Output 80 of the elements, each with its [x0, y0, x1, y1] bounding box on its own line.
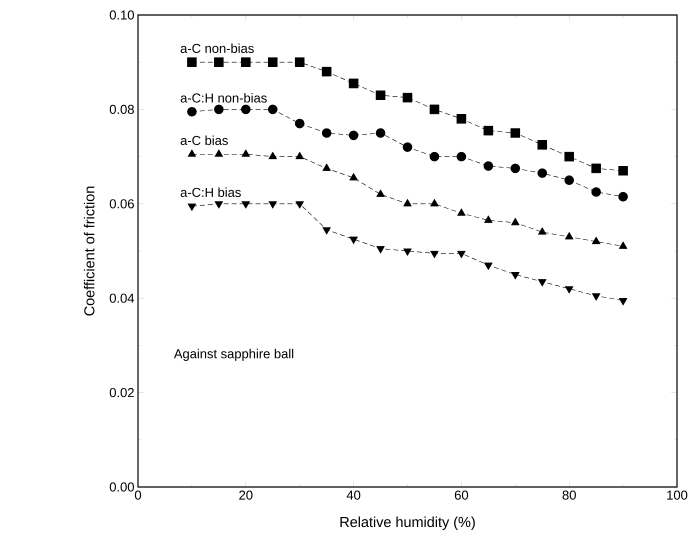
point	[430, 199, 439, 206]
point	[430, 152, 440, 162]
point	[510, 128, 520, 138]
series-label: a-C:H bias	[180, 187, 241, 197]
point	[349, 236, 358, 244]
point	[187, 57, 197, 67]
point	[456, 152, 466, 162]
point	[242, 149, 250, 157]
point	[322, 66, 332, 76]
point	[322, 128, 332, 138]
y-tick-label: 0.06	[110, 199, 134, 208]
x-tick-label: 40	[346, 490, 360, 500]
point	[591, 187, 601, 197]
annotation: Against sapphire ball	[174, 348, 294, 361]
point	[484, 161, 494, 171]
point	[294, 57, 304, 67]
point	[268, 201, 277, 209]
point	[484, 262, 493, 270]
x-tick-label: 100	[667, 490, 688, 500]
point	[618, 192, 628, 202]
x-tick-label: 80	[562, 490, 576, 500]
point	[241, 57, 251, 67]
point	[457, 250, 466, 258]
point	[322, 227, 331, 235]
point	[214, 104, 224, 114]
point	[268, 152, 277, 160]
point	[618, 166, 628, 176]
point	[430, 250, 439, 258]
point	[241, 104, 251, 114]
point	[592, 293, 600, 301]
point	[402, 92, 412, 102]
x-axis-title: Relative humidity (%)	[340, 516, 475, 530]
point	[214, 57, 224, 67]
x-tick-label: 20	[239, 490, 253, 500]
point	[456, 114, 466, 124]
point	[511, 272, 520, 280]
point	[268, 57, 278, 67]
point	[187, 106, 197, 117]
point	[296, 201, 304, 209]
point	[403, 199, 412, 206]
y-tick-label: 0.00	[110, 482, 134, 492]
point	[376, 128, 386, 138]
series-label: a-C:H non-bias	[180, 93, 267, 103]
point	[484, 126, 494, 136]
point	[564, 152, 574, 162]
point	[430, 104, 440, 114]
point	[565, 286, 574, 294]
y-tick-label: 0.08	[110, 104, 134, 114]
point	[349, 173, 358, 180]
y-axis-title: Coefficient of friction	[84, 186, 94, 316]
point	[537, 140, 548, 150]
x-tick-label: 0	[134, 490, 142, 500]
point	[214, 201, 224, 209]
point	[376, 190, 385, 197]
point	[268, 104, 278, 114]
point	[294, 118, 304, 128]
point	[564, 175, 574, 185]
point	[376, 246, 385, 254]
point	[403, 248, 412, 256]
point	[402, 142, 412, 152]
y-tick-label: 0.02	[110, 388, 134, 398]
point	[538, 279, 546, 286]
point	[537, 168, 548, 178]
series-label: a-C bias	[180, 136, 228, 146]
point	[618, 298, 628, 306]
point	[322, 164, 331, 171]
y-tick-label: 0.04	[110, 294, 134, 303]
y-tick-label: 0.10	[110, 10, 134, 20]
point	[188, 149, 196, 157]
series-label: a-C non-bias	[180, 44, 254, 54]
point	[296, 152, 304, 160]
point	[242, 201, 250, 209]
point	[510, 164, 520, 174]
point	[348, 130, 358, 140]
point	[376, 90, 386, 100]
point	[591, 164, 601, 174]
x-tick-label: 60	[454, 490, 468, 500]
point	[348, 78, 358, 88]
point	[214, 149, 224, 157]
point	[188, 204, 196, 211]
